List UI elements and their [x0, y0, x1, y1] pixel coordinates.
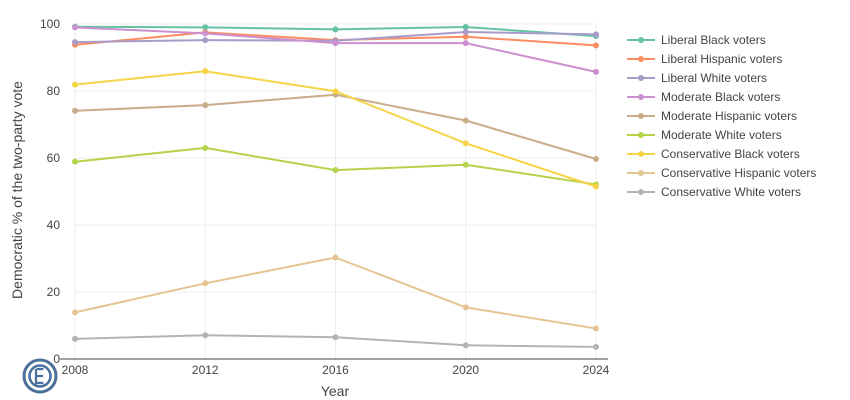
data-point[interactable] — [72, 81, 78, 88]
legend-marker — [638, 56, 644, 62]
data-point[interactable] — [462, 33, 469, 40]
legend-item[interactable]: Liberal Hispanic voters — [627, 52, 782, 66]
data-point[interactable] — [332, 167, 339, 174]
y-tick-label: 0 — [53, 352, 60, 366]
data-point[interactable] — [202, 68, 209, 75]
series-7 — [72, 68, 599, 190]
legend-marker — [638, 170, 644, 176]
legend-label: Liberal Black voters — [661, 33, 766, 47]
legend-item[interactable]: Moderate Black voters — [627, 90, 780, 104]
x-tick-label: 2020 — [452, 363, 479, 377]
legend-item[interactable]: Conservative Hispanic voters — [627, 166, 816, 180]
legend-label: Moderate White voters — [661, 128, 782, 142]
data-point[interactable] — [202, 144, 209, 151]
data-point[interactable] — [462, 117, 469, 124]
y-tick-label: 60 — [47, 151, 61, 165]
data-point[interactable] — [593, 31, 599, 38]
legend-item[interactable]: Moderate Hispanic voters — [627, 109, 797, 123]
data-point[interactable] — [332, 334, 339, 341]
legend-label: Moderate Hispanic voters — [661, 109, 797, 123]
legend-marker — [638, 151, 644, 157]
series-lines — [72, 23, 599, 350]
legend-item[interactable]: Conservative Black voters — [627, 147, 800, 161]
data-point[interactable] — [332, 88, 339, 95]
data-point[interactable] — [332, 26, 339, 33]
legend-item[interactable]: Moderate White voters — [627, 128, 782, 142]
data-point[interactable] — [462, 304, 469, 311]
data-point[interactable] — [72, 107, 78, 114]
data-point[interactable] — [72, 309, 78, 316]
legend-label: Liberal Hispanic voters — [661, 52, 782, 66]
legend-label: Moderate Black voters — [661, 90, 780, 104]
legend-marker — [638, 37, 644, 43]
data-point[interactable] — [332, 40, 339, 47]
data-point[interactable] — [593, 325, 599, 332]
data-point[interactable] — [593, 183, 599, 190]
data-point[interactable] — [202, 37, 209, 44]
x-tick-label: 2024 — [583, 363, 610, 377]
y-tick-label: 80 — [47, 84, 61, 98]
data-point[interactable] — [202, 30, 209, 37]
legend-marker — [638, 75, 644, 81]
data-point[interactable] — [202, 332, 209, 339]
data-point[interactable] — [593, 156, 599, 163]
series-6 — [72, 144, 599, 188]
data-point[interactable] — [462, 29, 469, 36]
series-4 — [72, 24, 599, 75]
cces-logo-icon — [22, 358, 58, 394]
data-point[interactable] — [72, 335, 78, 342]
data-point[interactable] — [72, 24, 78, 31]
data-point[interactable] — [593, 42, 599, 49]
x-tick-label: 2008 — [62, 363, 89, 377]
data-point[interactable] — [593, 68, 599, 75]
y-tick-label: 100 — [40, 17, 60, 31]
legend-marker — [638, 132, 644, 138]
y-tick-label: 20 — [47, 285, 61, 299]
legend-label: Conservative Hispanic voters — [661, 166, 816, 180]
y-tick-label: 40 — [47, 218, 61, 232]
x-tick-label: 2016 — [322, 363, 349, 377]
data-point[interactable] — [202, 280, 209, 287]
data-point[interactable] — [72, 158, 78, 165]
y-axis-title: Democratic % of the two-party vote — [9, 81, 25, 299]
legend-label: Liberal White voters — [661, 71, 767, 85]
data-point[interactable] — [72, 39, 78, 46]
series-9 — [72, 332, 599, 350]
legend-item[interactable]: Liberal Black voters — [627, 33, 766, 47]
gridlines — [74, 23, 597, 359]
x-axis-title: Year — [321, 383, 350, 399]
legend-item[interactable]: Liberal White voters — [627, 71, 767, 85]
axes: 0 20 40 60 80 100 2008 2012 2016 2020 2024 — [40, 17, 610, 377]
x-tick-label: 2012 — [192, 363, 219, 377]
data-point[interactable] — [462, 140, 469, 147]
data-point[interactable] — [202, 24, 209, 31]
data-point[interactable] — [462, 342, 469, 349]
legend-item[interactable]: Conservative White voters — [627, 185, 801, 199]
series-5 — [72, 91, 599, 163]
legend-label: Conservative Black voters — [661, 147, 800, 161]
legend[interactable]: Liberal Black voters Liberal Hispanic vot… — [627, 33, 816, 199]
data-point[interactable] — [202, 102, 209, 109]
data-point[interactable] — [332, 254, 339, 261]
data-point[interactable] — [593, 343, 599, 350]
data-point[interactable] — [462, 40, 469, 47]
legend-label: Conservative White voters — [661, 185, 801, 199]
data-point[interactable] — [462, 161, 469, 168]
legend-marker — [638, 189, 644, 195]
legend-marker — [638, 113, 644, 119]
legend-marker — [638, 94, 644, 100]
series-8 — [72, 254, 599, 332]
data-point[interactable] — [462, 24, 469, 31]
